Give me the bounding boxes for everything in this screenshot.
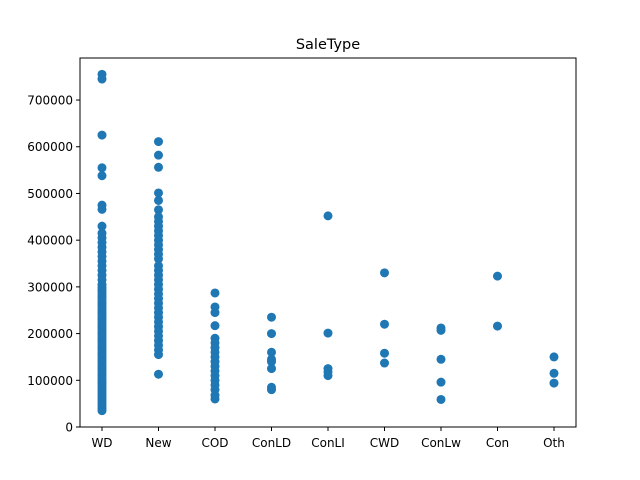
series-cwd xyxy=(380,268,389,368)
y-tick-label: 500000 xyxy=(27,187,73,201)
data-point xyxy=(549,352,559,362)
y-tick-label: 400000 xyxy=(27,234,73,248)
data-point xyxy=(154,195,163,205)
data-point xyxy=(97,221,107,231)
data-point xyxy=(436,394,446,404)
series-new xyxy=(154,137,163,379)
data-point xyxy=(97,74,107,84)
data-point xyxy=(380,348,389,358)
x-tick-label: CWD xyxy=(370,436,399,450)
data-point xyxy=(154,369,163,379)
data-point xyxy=(436,354,446,364)
x-tick-label: ConLI xyxy=(311,436,345,450)
data-point xyxy=(267,329,276,339)
data-point xyxy=(267,364,276,374)
series-con xyxy=(493,271,502,331)
chart-title: SaleType xyxy=(296,37,360,53)
data-point xyxy=(210,308,220,318)
series-wd xyxy=(97,69,107,416)
data-point xyxy=(210,321,220,331)
data-point xyxy=(323,211,333,221)
x-tick-label: ConLw xyxy=(421,436,461,450)
data-point xyxy=(436,325,446,335)
x-tick-label: ConLD xyxy=(252,436,291,450)
series-oth xyxy=(549,352,559,388)
data-point xyxy=(436,377,446,387)
x-tick-label: Oth xyxy=(543,436,565,450)
x-tick-label: COD xyxy=(201,436,228,450)
data-point xyxy=(97,130,107,140)
data-point xyxy=(549,378,559,388)
series-conld xyxy=(267,312,276,395)
y-tick-label: 100000 xyxy=(27,374,73,388)
x-tick-label: New xyxy=(145,436,171,450)
data-point xyxy=(154,188,163,198)
x-axis: WD New COD ConLD ConLI CWD ConLw Con Oth xyxy=(91,427,565,450)
y-tick-label: 0 xyxy=(65,421,73,435)
data-point xyxy=(493,271,502,281)
data-point xyxy=(323,328,333,338)
data-point xyxy=(267,347,276,357)
y-tick-label: 300000 xyxy=(27,280,73,294)
data-point xyxy=(267,385,276,395)
data-point xyxy=(210,288,220,298)
y-tick-label: 600000 xyxy=(27,140,73,154)
data-points xyxy=(97,69,559,416)
data-point xyxy=(210,394,220,404)
data-point xyxy=(549,368,559,378)
data-point xyxy=(97,163,107,173)
data-point xyxy=(323,371,333,381)
data-point xyxy=(97,204,107,214)
data-point xyxy=(154,205,163,215)
data-point xyxy=(267,312,276,322)
data-point xyxy=(267,357,276,367)
data-point xyxy=(154,162,163,172)
data-point xyxy=(154,150,163,160)
data-point xyxy=(97,171,107,181)
x-tick-label: Con xyxy=(486,436,509,450)
data-point xyxy=(380,268,389,278)
series-conli xyxy=(323,211,333,381)
series-conlw xyxy=(436,323,446,404)
data-point xyxy=(380,319,389,329)
data-point xyxy=(380,358,389,368)
y-axis: 0 100000 200000 300000 400000 500000 600000 700… xyxy=(27,94,80,435)
series-cod xyxy=(210,288,220,404)
data-point xyxy=(154,137,163,147)
data-point xyxy=(154,350,163,360)
y-tick-label: 200000 xyxy=(27,327,73,341)
data-point xyxy=(493,321,502,331)
x-tick-label: WD xyxy=(91,436,112,450)
data-point xyxy=(154,254,163,264)
data-point xyxy=(97,406,107,416)
y-tick-label: 700000 xyxy=(27,94,73,108)
